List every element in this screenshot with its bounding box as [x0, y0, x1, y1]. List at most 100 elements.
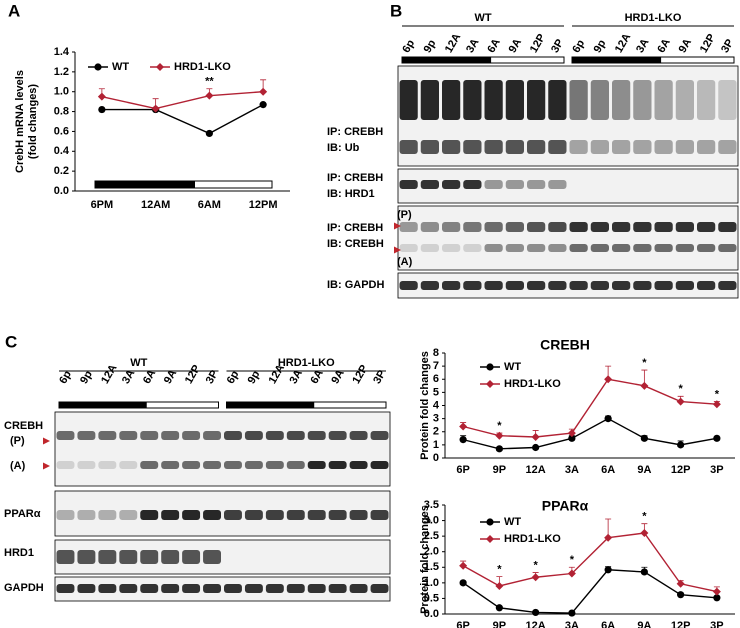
band	[590, 244, 609, 252]
band	[484, 244, 503, 252]
point	[495, 431, 504, 440]
band	[286, 461, 305, 469]
y-tick-label: 0.4	[54, 145, 70, 157]
point	[532, 443, 540, 452]
lane-label: 12P	[183, 363, 203, 386]
band	[286, 584, 305, 593]
band	[307, 431, 326, 440]
point	[532, 608, 540, 617]
band	[119, 584, 138, 593]
point	[677, 441, 685, 449]
arrowhead	[43, 437, 50, 445]
y-tick-label: 8	[433, 347, 439, 359]
y-tick-label: 1.0	[54, 86, 69, 98]
marker-label: (P)	[397, 209, 412, 221]
band	[590, 222, 609, 232]
lane-label: 9A	[677, 37, 694, 55]
band	[182, 550, 201, 564]
band	[442, 222, 461, 232]
point	[495, 581, 504, 590]
y-tick-label: 2.0	[424, 546, 439, 558]
band	[548, 140, 567, 154]
band	[56, 461, 75, 469]
point	[459, 436, 467, 444]
band	[77, 510, 96, 520]
band	[399, 180, 418, 189]
point	[677, 591, 685, 599]
point	[151, 104, 160, 113]
band	[633, 281, 652, 290]
band	[548, 180, 567, 189]
band	[484, 281, 503, 290]
y-tick-label: 7	[433, 360, 439, 372]
y-axis-label: (fold changes)	[27, 84, 39, 160]
series-line	[462, 378, 717, 438]
band	[463, 80, 482, 120]
band	[718, 222, 737, 232]
y-axis-label: Protein fold changes	[419, 505, 431, 614]
band	[370, 584, 389, 593]
band	[442, 244, 461, 252]
significance: **	[205, 76, 214, 88]
band	[56, 431, 75, 440]
band	[590, 140, 609, 154]
lane-label: 12P	[350, 363, 370, 386]
point	[94, 63, 102, 71]
band	[420, 140, 439, 154]
band	[527, 180, 546, 189]
point	[640, 434, 648, 442]
chart-title: CREBH	[540, 337, 590, 353]
band	[484, 140, 503, 154]
panel-label: A	[8, 1, 20, 20]
band	[569, 244, 588, 252]
band	[161, 584, 180, 593]
band	[77, 550, 96, 564]
point	[567, 569, 576, 578]
band	[484, 180, 503, 189]
point	[640, 529, 649, 538]
point	[259, 87, 268, 96]
band	[633, 140, 652, 154]
lane-label: 3A	[288, 368, 305, 386]
x-tick-label: 3P	[710, 620, 723, 628]
band	[399, 222, 418, 232]
band	[56, 510, 75, 520]
row-label: IB: HRD1	[327, 188, 375, 200]
band	[654, 222, 673, 232]
band	[119, 550, 138, 564]
band	[224, 461, 242, 469]
band	[569, 140, 588, 154]
band	[633, 222, 652, 232]
row-label: GAPDH	[4, 582, 44, 594]
band	[98, 584, 117, 593]
band	[56, 584, 75, 593]
band	[399, 80, 418, 120]
legend-label: HRD1-LKO	[174, 61, 231, 73]
band	[98, 461, 117, 469]
band	[98, 431, 117, 440]
band	[718, 80, 737, 120]
band	[182, 510, 201, 520]
legend-label: HRD1-LKO	[504, 378, 561, 390]
band	[370, 431, 389, 440]
band	[505, 244, 524, 252]
marker-label: (P)	[10, 435, 25, 447]
y-tick-label: 1.2	[54, 66, 69, 78]
x-tick-label: 12A	[526, 620, 546, 628]
band	[442, 281, 461, 290]
band	[505, 180, 524, 189]
x-tick-label: 12PM	[249, 199, 278, 211]
y-tick-label: 4	[433, 399, 440, 411]
band	[77, 461, 96, 469]
point	[604, 415, 612, 423]
band	[286, 431, 305, 440]
y-tick-label: 0.5	[424, 592, 439, 604]
y-tick-label: 1	[433, 439, 439, 451]
x-tick-label: 6AM	[198, 199, 221, 211]
band	[654, 281, 673, 290]
x-tick-label: 9A	[637, 464, 651, 476]
point	[568, 434, 576, 442]
band	[442, 180, 461, 189]
band	[612, 80, 631, 120]
lane-label: 3A	[464, 37, 481, 55]
